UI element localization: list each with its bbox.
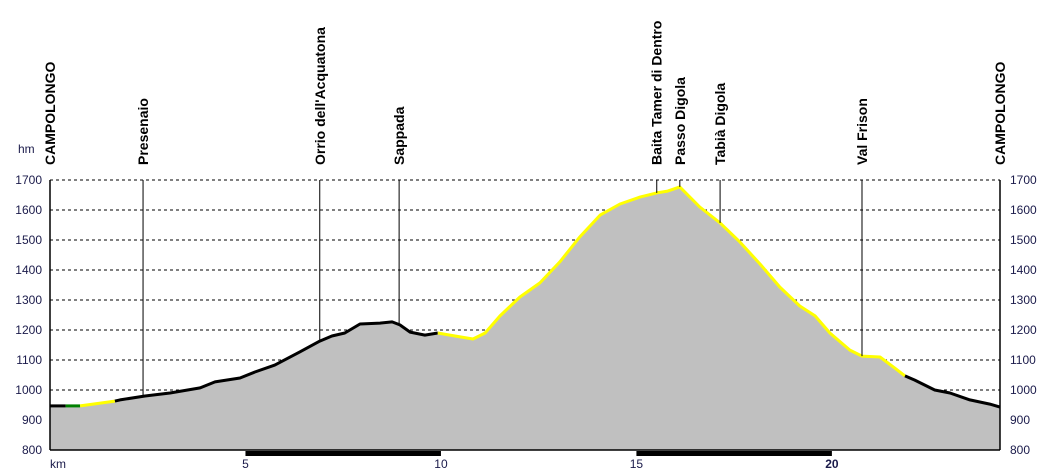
- elevation-area: [50, 186, 1000, 450]
- y-tick-label-right: 1200: [1010, 323, 1037, 337]
- waypoint-label: CAMPOLONGO: [992, 61, 1008, 165]
- y-tick-label-right: 800: [1010, 443, 1030, 457]
- profile-segment-3: [114, 320, 439, 403]
- waypoint-label: Sappada: [391, 106, 407, 165]
- y-tick-label-left: 1100: [16, 353, 42, 367]
- y-tick-label-left: 1300: [15, 293, 42, 307]
- waypoint-label: Passo Digola: [672, 77, 688, 165]
- x-axis-unit-label: km: [50, 457, 66, 471]
- waypoint-label: Orrio dell'Acquatona: [312, 27, 328, 165]
- y-tick-label-left: 800: [22, 443, 42, 457]
- x-tick-label: 15: [630, 457, 644, 471]
- y-tick-label-left: 1600: [15, 203, 42, 217]
- y-tick-label-left: 1700: [15, 173, 42, 187]
- x-tick-label: 10: [434, 457, 448, 471]
- y-tick-label-left: 1000: [15, 383, 42, 397]
- y-tick-label-right: 900: [1010, 413, 1030, 427]
- waypoint-label: Val Frison: [854, 98, 870, 165]
- profile-segment-5: [904, 374, 1001, 409]
- y-tick-label-left: 1200: [15, 323, 42, 337]
- km-scale-block: [636, 451, 832, 456]
- km-scale-block: [245, 451, 441, 456]
- y-tick-label-right: 1700: [1010, 173, 1037, 187]
- x-tick-label: 5: [242, 457, 249, 471]
- waypoint-label: CAMPOLONGO: [42, 61, 58, 165]
- profile-segment-4: [437, 185, 906, 378]
- y-tick-label-left: 1500: [15, 233, 42, 247]
- y-tick-label-right: 1100: [1010, 353, 1036, 367]
- waypoint-label: Presenaio: [135, 98, 151, 165]
- y-axis-unit-label: hm: [18, 142, 35, 156]
- y-tick-label-right: 1500: [1010, 233, 1037, 247]
- y-tick-label-left: 1400: [15, 263, 42, 277]
- y-tick-label-right: 1600: [1010, 203, 1037, 217]
- x-tick-label: 20: [825, 457, 839, 471]
- profile-segment-2: [79, 399, 116, 408]
- y-tick-label-right: 1300: [1010, 293, 1037, 307]
- y-tick-label-left: 900: [22, 413, 42, 427]
- y-tick-label-right: 1000: [1010, 383, 1037, 397]
- waypoint-label: Baita Tamer di Dentro: [649, 21, 665, 165]
- waypoint-label: Tabià Digola: [712, 83, 728, 165]
- y-tick-label-right: 1400: [1010, 263, 1037, 277]
